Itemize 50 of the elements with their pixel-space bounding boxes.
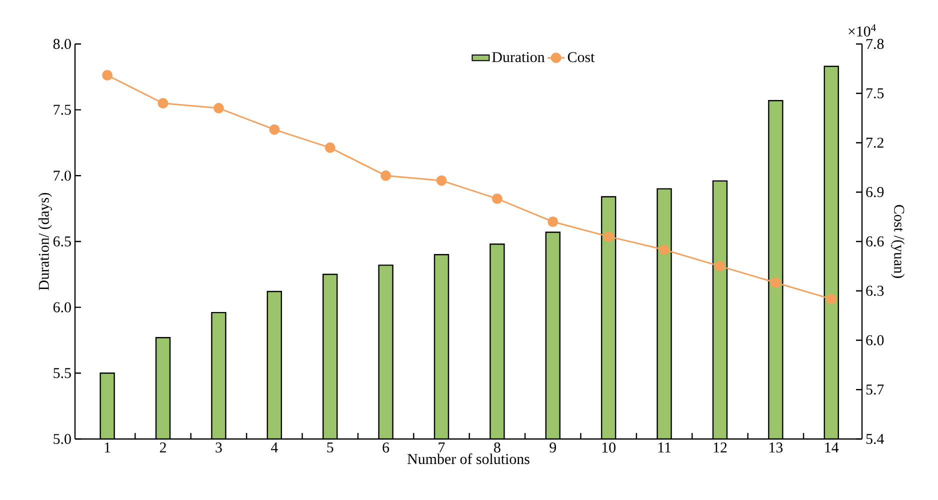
- y2-tick-label: 6.0: [866, 335, 884, 346]
- y2-tick-label: 6.3: [866, 286, 884, 296]
- y2-tick-label: 7.5: [866, 88, 884, 98]
- x-tick-label: 9: [550, 442, 556, 453]
- x-tick-label: 6: [382, 442, 390, 453]
- x-tick-label: 2: [160, 442, 166, 452]
- x-tick-label: 14: [825, 442, 839, 452]
- point: [158, 98, 168, 108]
- y-tick-label: 5.0: [54, 434, 71, 444]
- y-tick-label: 6.5: [53, 236, 71, 247]
- x-tick-label: 8: [494, 442, 500, 453]
- point: [770, 277, 781, 288]
- point: [714, 260, 726, 272]
- x-tick-label: 7: [438, 442, 445, 452]
- x-tick-label: 11: [658, 442, 671, 452]
- x-tick-label: 4: [270, 442, 278, 452]
- text: ×10$^{4}$: [848, 24, 876, 36]
- x-tick-label: 10: [602, 442, 616, 453]
- point: [269, 124, 280, 135]
- point: [603, 231, 614, 242]
- point: [380, 170, 392, 181]
- y-tick-label: 5.5: [54, 368, 71, 378]
- x-tick-label: 5: [327, 442, 334, 452]
- y2-tick-label: 7.8: [866, 38, 884, 50]
- x-tick-label: 12: [714, 442, 727, 452]
- y-tick-label: 6.0: [53, 302, 71, 312]
- y-tick-label: 7.5: [54, 104, 71, 115]
- point: [492, 193, 502, 204]
- y-tick-label: 8.0: [53, 38, 71, 50]
- y2-tick-label: 6.6: [866, 236, 884, 247]
- y2-tick-label: 5.7: [866, 384, 884, 395]
- legend-label: Cost: [568, 52, 595, 62]
- y2-tick-label: 6.9: [866, 187, 884, 198]
- point: [213, 102, 224, 114]
- y2-tick-label: 5.4: [866, 434, 884, 444]
- point: [659, 244, 670, 255]
- x-axis-title: Number of solutions: [408, 453, 530, 464]
- y-axis-title: Duration/ (days): [38, 192, 52, 290]
- point: [548, 216, 558, 227]
- y2-axis-title: Cost /(yuan): [891, 204, 905, 278]
- point: [102, 70, 113, 81]
- point: [826, 294, 837, 304]
- x-tick-label: 13: [770, 442, 783, 453]
- point: [436, 175, 447, 186]
- y2-tick-label: 7.2: [866, 138, 884, 148]
- legend-label: Duration: [492, 52, 545, 62]
- x-tick-label: 1: [104, 442, 110, 452]
- y-tick-label: 7.0: [54, 170, 71, 181]
- point: [324, 142, 336, 153]
- x-tick-label: 3: [216, 442, 222, 453]
